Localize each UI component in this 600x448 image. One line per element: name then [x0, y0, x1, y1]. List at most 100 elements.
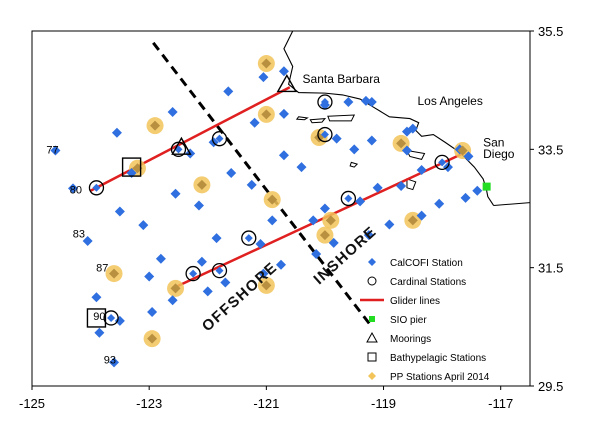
calcofi-station	[249, 117, 260, 128]
legend-label-pp: PP Stations April 2014	[390, 372, 490, 383]
legend-label-glider: Glider lines	[390, 296, 440, 307]
calcofi-station	[463, 151, 474, 162]
place-label-santa-barbara: Santa Barbara	[303, 72, 381, 86]
x-tick-label: -119	[371, 396, 396, 411]
line-label: 93	[104, 354, 116, 366]
map-frame	[31, 30, 531, 387]
cardinal-station	[434, 154, 450, 171]
calcofi-station	[223, 86, 234, 97]
calcofi-station	[144, 271, 155, 282]
line-label: 83	[73, 228, 85, 240]
pp-station-diamond	[396, 138, 407, 149]
bathypelagic-marker	[86, 308, 107, 328]
calcofi-station	[308, 215, 319, 226]
island	[309, 117, 327, 124]
calcofi-station	[296, 162, 307, 173]
cardinal-station	[88, 180, 105, 196]
axis-layer: -125 -123 -121 -119 -117 35.5 33.5 31.5 29.5	[19, 24, 563, 411]
pp-station-diamond	[261, 280, 272, 291]
calcofi-station	[311, 249, 322, 260]
calcofi-station	[167, 107, 178, 118]
calcofi-station	[94, 327, 105, 338]
calcofi-station	[278, 66, 289, 77]
island	[406, 178, 417, 191]
legend-symbol-mooring	[366, 331, 378, 343]
calcofi-station	[416, 210, 427, 221]
calcofi-station	[276, 259, 286, 270]
x-tick-label: -123	[136, 396, 162, 411]
calcofi-station	[138, 220, 149, 231]
legend-label-calcofi: CalCOFI Station	[390, 258, 463, 269]
calcofi-station	[319, 203, 330, 214]
cardinal-station	[211, 262, 228, 279]
calcofi-station	[460, 192, 471, 203]
calcofi-station	[267, 215, 278, 226]
island	[295, 116, 309, 121]
sio-pier-marker	[482, 182, 491, 191]
cardinal-station-diamond	[438, 158, 447, 167]
calcofi-station	[220, 277, 231, 288]
island	[349, 161, 359, 168]
pp-station-diamond	[457, 145, 468, 156]
line-label: 77	[46, 144, 58, 156]
y-tick-label: 31.5	[538, 261, 563, 276]
cardinal-station	[241, 230, 257, 246]
calcofi-station	[109, 357, 120, 368]
legend-symbol-cardinal	[367, 276, 377, 286]
legend-label-cardinal: Cardinal Stations	[390, 277, 466, 288]
calcofi-station	[196, 256, 207, 267]
legend-label-mooring: Moorings	[390, 334, 431, 345]
calcofi-station	[434, 198, 445, 209]
legend-label-sio: SIO pier	[390, 315, 427, 326]
y-tick-label: 29.5	[538, 379, 563, 394]
cardinal-station-diamond	[215, 134, 224, 143]
calcofi-station	[349, 144, 360, 155]
pp-station-diamond	[261, 109, 272, 120]
calcofi-station	[211, 233, 222, 244]
calcofi-station	[114, 206, 125, 217]
pp-station-diamond	[325, 215, 336, 226]
cardinal-station-diamond	[320, 98, 329, 106]
pp-station-diamond	[196, 179, 207, 190]
calcofi-station	[91, 292, 102, 303]
cardinal-layer	[88, 94, 450, 326]
legend-symbol-calcofi	[368, 258, 376, 266]
cardinal-station-diamond	[189, 269, 198, 278]
calcofi-station	[258, 268, 269, 279]
calcofi-station	[355, 196, 366, 207]
legend-symbol-pp	[368, 372, 376, 380]
y-tick-label: 35.5	[538, 24, 563, 39]
cardinal-station-diamond	[215, 266, 224, 275]
legend-label-bathy: Bathypelagic Stations	[390, 353, 486, 364]
cardinal-station	[317, 94, 333, 110]
pp-station-diamond	[150, 120, 161, 131]
calcofi-station	[278, 108, 289, 119]
pp-station-diamond	[109, 268, 120, 279]
line-label: 87	[96, 263, 108, 275]
calcofi-station	[472, 185, 483, 196]
calcofi-station	[255, 239, 266, 249]
bathypelagic-marker	[121, 157, 142, 177]
mooring-marker	[276, 74, 298, 93]
legend: CalCOFI Station Cardinal Stations Glider l…	[360, 258, 490, 383]
line-label: 90	[93, 311, 105, 323]
x-tick-label: -125	[19, 396, 45, 411]
pp-station-diamond	[319, 230, 330, 241]
calcofi-station	[366, 135, 377, 146]
island	[406, 149, 426, 160]
legend-symbol-sio	[369, 316, 375, 322]
x-tick-label: -121	[253, 396, 279, 411]
calcofi-station	[147, 307, 158, 318]
calcofi-station	[82, 236, 93, 247]
calcofi-station	[384, 219, 395, 230]
pp-station-diamond	[407, 215, 418, 226]
place-label-los-angeles: Los Angeles	[417, 94, 482, 108]
border-line	[493, 202, 531, 207]
place-label-san-diego-2: Diego	[483, 147, 515, 161]
calcofi-station	[114, 315, 125, 326]
x-tick-label: -117	[488, 396, 513, 411]
calcofi-station	[328, 237, 339, 248]
cardinal-station-diamond	[320, 130, 329, 139]
calcofi-station	[170, 188, 181, 199]
calcofi-station	[416, 165, 427, 176]
